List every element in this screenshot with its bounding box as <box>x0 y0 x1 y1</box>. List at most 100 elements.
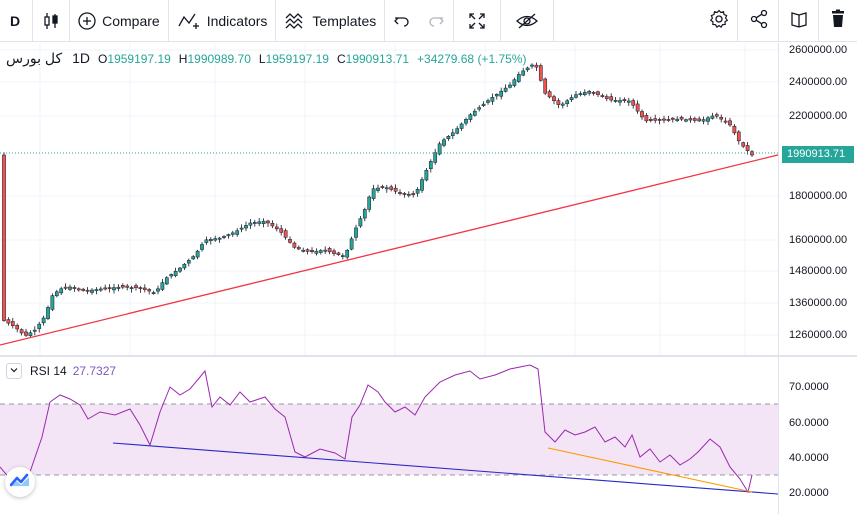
candle-body <box>129 287 134 290</box>
delete-button[interactable] <box>820 0 856 42</box>
candle-body <box>530 64 534 67</box>
undo-button[interactable] <box>385 0 419 42</box>
symbol-button[interactable]: D <box>10 12 21 29</box>
chart-type-button[interactable] <box>33 0 69 42</box>
candle-body <box>279 228 284 233</box>
candle-body <box>631 100 636 106</box>
snapshot-button[interactable] <box>780 0 818 42</box>
candle-body <box>323 249 328 252</box>
legend-timeframe[interactable]: 1D <box>72 50 91 66</box>
candle-body <box>138 287 143 290</box>
compare-label: Compare <box>102 12 160 29</box>
legend-symbol[interactable]: کل بورس <box>6 50 63 66</box>
candle-body <box>719 116 724 120</box>
toolbar-divider <box>737 0 738 42</box>
candle-body <box>736 131 741 142</box>
candle-body <box>310 250 314 252</box>
candle-body <box>151 292 156 294</box>
candle-body <box>186 260 191 264</box>
candle-body <box>384 187 389 190</box>
undo-icon <box>393 12 411 30</box>
candle-body <box>626 100 631 103</box>
candle-body <box>362 209 367 219</box>
hide-drawings-button[interactable] <box>501 0 553 42</box>
candle-body <box>98 288 103 291</box>
redo-button[interactable] <box>419 0 453 42</box>
candle-body <box>503 87 508 92</box>
candle-body <box>147 289 152 292</box>
candle-body <box>534 64 539 68</box>
candle-body <box>477 107 482 110</box>
settings-button[interactable] <box>701 0 737 42</box>
candles-icon <box>41 11 61 31</box>
candle-body <box>512 79 517 86</box>
candle-body <box>486 100 490 103</box>
price-trendline <box>0 154 778 346</box>
candle-body <box>125 285 130 288</box>
candle-body <box>270 222 275 227</box>
indicators-button[interactable]: Indicators <box>169 0 276 42</box>
candle-body <box>560 103 565 106</box>
candle-body <box>24 331 28 336</box>
rsi-trendline-blue <box>112 442 778 495</box>
rsi-axis-label: 40.0000 <box>789 452 829 464</box>
trash-icon <box>829 9 847 34</box>
legend-open: O1959197.19 <box>98 52 171 66</box>
candle-body <box>688 118 693 121</box>
rsi-legend: RSI 14 27.7327 <box>6 363 116 379</box>
price-axis-label: 2600000.00 <box>789 44 848 56</box>
candle-body <box>728 120 732 126</box>
rsi-name[interactable]: RSI 14 <box>30 364 67 378</box>
candle-body <box>301 249 306 252</box>
fullscreen-button[interactable] <box>454 0 500 42</box>
candle-body <box>622 99 627 101</box>
candle-body <box>741 142 746 147</box>
candle-body <box>318 250 323 253</box>
candle-body <box>50 295 55 310</box>
price-axis-label: 1600000.00 <box>789 234 848 246</box>
candle-body <box>112 287 116 291</box>
candle-body <box>552 96 556 102</box>
candle-body <box>582 92 587 95</box>
price-axis[interactable]: 2600000.00 2400000.00 2200000.00 1800000.00… <box>778 43 857 355</box>
candle-body <box>283 230 288 238</box>
candle-body <box>556 100 561 105</box>
indicators-icon <box>177 11 201 31</box>
tradingview-logo-button[interactable] <box>5 467 35 497</box>
candle-body <box>358 218 363 227</box>
candle-body <box>68 286 72 290</box>
candle-body <box>481 103 486 106</box>
candle-body <box>116 286 121 289</box>
pane-separator[interactable] <box>0 355 857 357</box>
candle-body <box>706 117 710 122</box>
legend-change: +34279.68 (+1.75%) <box>417 52 527 66</box>
price-pane[interactable] <box>0 43 778 355</box>
rsi-pane[interactable] <box>0 357 778 514</box>
toolbar-divider <box>384 0 386 42</box>
gear-icon <box>709 9 729 34</box>
compare-button[interactable]: Compare <box>70 0 168 42</box>
toolbar-divider <box>818 0 819 42</box>
candle-body <box>239 227 244 230</box>
fullscreen-icon <box>468 12 486 30</box>
candle-body <box>459 123 464 129</box>
candle-body <box>600 95 605 97</box>
candle-body <box>164 277 169 285</box>
price-axis-label: 1800000.00 <box>789 190 848 202</box>
candle-body <box>345 250 350 258</box>
candle-body <box>156 288 160 292</box>
open-value: 1959197.19 <box>107 52 171 66</box>
candle-body <box>499 90 504 97</box>
candle-body <box>94 289 99 291</box>
collapse-rsi-button[interactable] <box>6 363 22 379</box>
candle-body <box>406 193 411 196</box>
candle-body <box>103 287 108 290</box>
candle-body <box>72 287 77 289</box>
candle-body <box>714 114 719 117</box>
rsi-axis[interactable]: 70.0000 60.0000 40.0000 20.0000 <box>778 357 857 514</box>
templates-button[interactable]: Templates <box>276 0 384 42</box>
price-axis-label: 2200000.00 <box>789 110 848 122</box>
current-price-tag: 1990913.71 <box>782 146 854 163</box>
share-button[interactable] <box>740 0 778 42</box>
